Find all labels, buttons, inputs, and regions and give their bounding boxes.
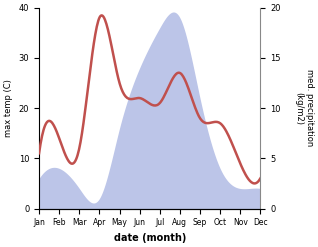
Y-axis label: med. precipitation
(kg/m2): med. precipitation (kg/m2)	[294, 69, 314, 147]
Y-axis label: max temp (C): max temp (C)	[4, 79, 13, 137]
X-axis label: date (month): date (month)	[114, 233, 186, 243]
